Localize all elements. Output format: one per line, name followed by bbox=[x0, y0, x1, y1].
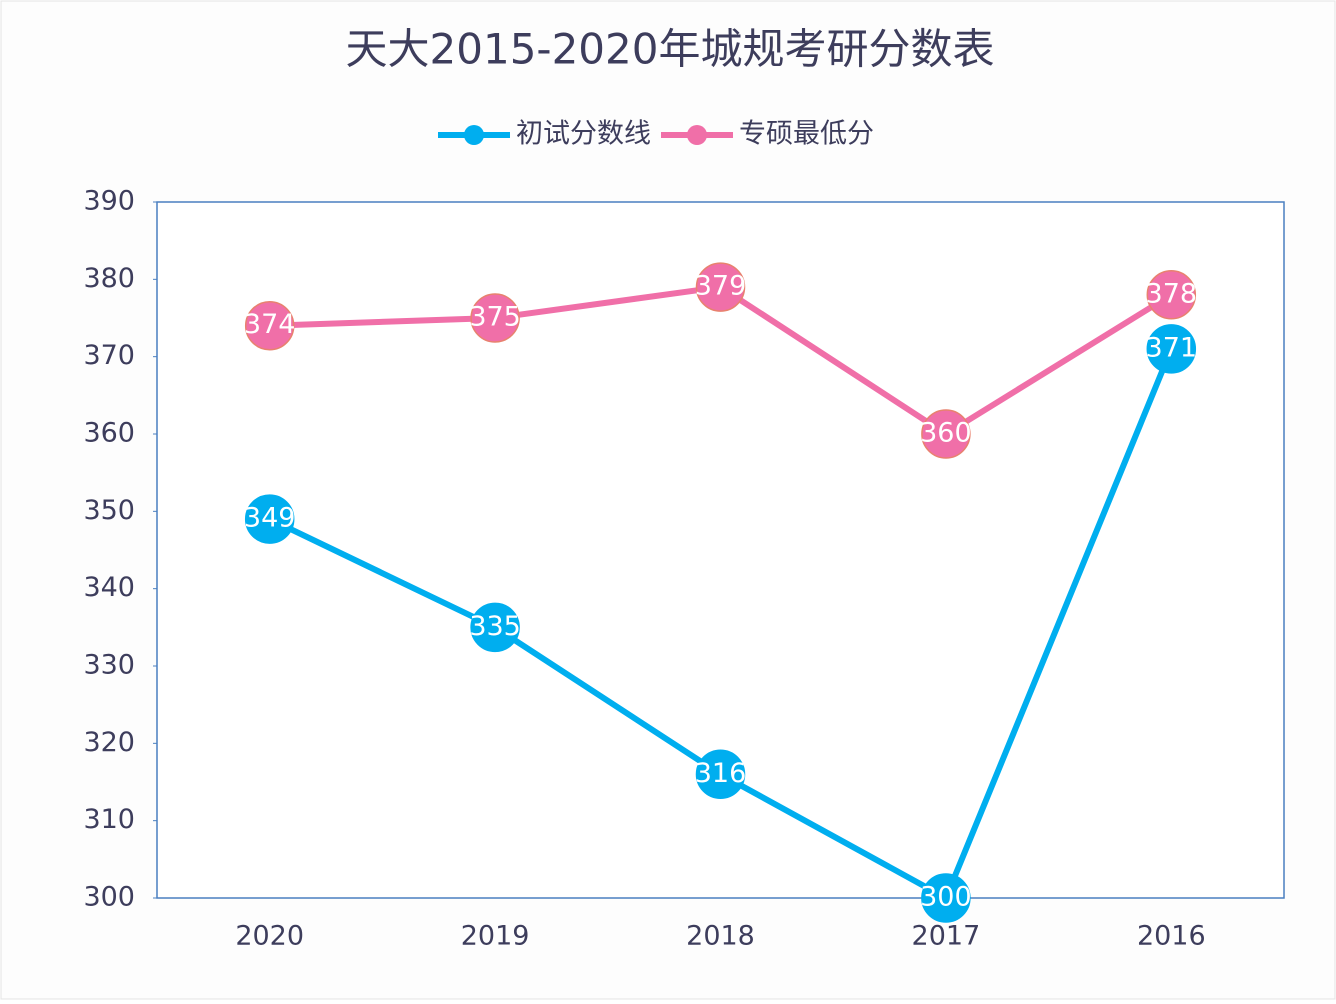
legend-label: 专硕最低分 bbox=[739, 119, 874, 150]
x-tick-label: 2018 bbox=[686, 921, 755, 952]
x-tick-label: 2016 bbox=[1137, 921, 1206, 952]
y-tick-label: 340 bbox=[83, 572, 135, 603]
y-tick-label: 350 bbox=[83, 495, 135, 526]
data-label: 335 bbox=[469, 611, 521, 642]
data-label: 375 bbox=[469, 302, 521, 333]
data-label: 371 bbox=[1146, 332, 1198, 363]
legend-marker bbox=[687, 125, 707, 145]
chart-title: 天大2015-2020年城规考研分数表 bbox=[346, 25, 995, 74]
y-tick-label: 380 bbox=[83, 263, 135, 294]
y-tick-label: 320 bbox=[83, 727, 135, 758]
point bbox=[470, 293, 520, 343]
x-tick-label: 2017 bbox=[912, 921, 981, 952]
data-label: 349 bbox=[244, 503, 296, 534]
y-tick-label: 360 bbox=[83, 418, 135, 449]
point bbox=[695, 262, 746, 312]
point bbox=[470, 602, 520, 653]
legend-marker bbox=[464, 125, 484, 145]
x-tick-label: 2020 bbox=[235, 921, 304, 952]
data-label: 360 bbox=[920, 418, 972, 449]
point bbox=[921, 409, 971, 459]
y-tick-label: 370 bbox=[83, 340, 135, 371]
data-label: 378 bbox=[1146, 278, 1198, 309]
y-tick-label: 300 bbox=[83, 882, 135, 913]
data-label: 300 bbox=[920, 882, 972, 913]
point bbox=[244, 494, 295, 544]
y-tick-label: 390 bbox=[83, 186, 135, 217]
point bbox=[1146, 324, 1197, 374]
data-label: 374 bbox=[244, 309, 296, 340]
point bbox=[1146, 270, 1197, 320]
y-tick-label: 310 bbox=[83, 804, 135, 835]
x-tick-label: 2019 bbox=[461, 921, 530, 952]
point bbox=[695, 749, 746, 800]
data-label: 379 bbox=[695, 271, 747, 302]
point bbox=[921, 873, 971, 923]
y-tick-label: 330 bbox=[83, 650, 135, 681]
point bbox=[244, 300, 295, 351]
legend-label: 初试分数线 bbox=[516, 119, 651, 150]
data-label: 316 bbox=[695, 758, 747, 789]
